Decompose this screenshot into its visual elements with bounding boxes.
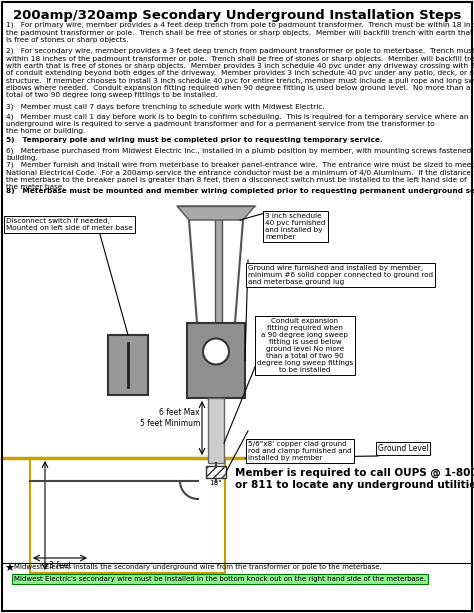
Text: ★: ★ — [4, 564, 14, 574]
Text: 2)   For secondary wire, member provides a 3 feet deep trench from padmount tran: 2) For secondary wire, member provides a… — [6, 48, 474, 98]
Bar — [215, 210, 222, 458]
Bar — [108, 335, 148, 395]
Circle shape — [203, 338, 229, 365]
Text: 3 inch schedule
40 pvc furnished
and installed by
member: 3 inch schedule 40 pvc furnished and ins… — [265, 213, 326, 240]
Text: 3 feet: 3 feet — [49, 561, 71, 570]
Text: Ground Level: Ground Level — [378, 444, 429, 453]
Text: Midwest Electric installs the secondary underground wire from the transformer or: Midwest Electric installs the secondary … — [14, 564, 382, 570]
Text: Conduit expansion
fitting required when
a 90 degree long sweep
fitting is used b: Conduit expansion fitting required when … — [257, 318, 353, 373]
Text: 200amp/320amp Secondary Underground Installation Steps: 200amp/320amp Secondary Underground Inst… — [13, 9, 461, 22]
Text: 5/6"x8' copper clad ground
rod and clamp furnished and
installed by member: 5/6"x8' copper clad ground rod and clamp… — [248, 441, 352, 461]
Text: 6 feet Max
5 feet Minimum: 6 feet Max 5 feet Minimum — [140, 408, 200, 428]
Text: 8)   Meterbase must be mounted and member wiring completed prior to requesting p: 8) Meterbase must be mounted and member … — [6, 188, 474, 194]
Text: Midwest Electric's secondary wire must be installed in the bottom knock out on t: Midwest Electric's secondary wire must b… — [14, 576, 426, 582]
Text: 4)   Member must call 1 day before work is to begin to confirm scheduling.  This: 4) Member must call 1 day before work is… — [6, 113, 468, 134]
Bar — [30, 458, 225, 573]
Bar — [208, 398, 224, 463]
Polygon shape — [177, 206, 255, 220]
Text: 18": 18" — [210, 480, 222, 486]
Bar — [206, 466, 226, 478]
Text: 6)   Meterbase purchased from Midwest Electric Inc., installed in a plumb positi: 6) Meterbase purchased from Midwest Elec… — [6, 147, 474, 161]
Bar — [187, 323, 245, 398]
Text: Disconnect switch if needed,
Mounted on left side of meter base: Disconnect switch if needed, Mounted on … — [6, 218, 133, 231]
Text: Ground wire furnished and installed by member,
minimum #6 solid copper connected: Ground wire furnished and installed by m… — [248, 265, 433, 285]
Text: 3)   Member must call 7 days before trenching to schedule work with Midwest Elec: 3) Member must call 7 days before trench… — [6, 104, 325, 110]
Text: 5)   Temporary pole and wiring must be completed prior to requesting temporary s: 5) Temporary pole and wiring must be com… — [6, 137, 383, 143]
Text: 1)   For primary wire, member provides a 4 feet deep trench from pole to padmoun: 1) For primary wire, member provides a 4… — [6, 22, 474, 43]
Text: Member is required to call OUPS @ 1-800-362-2764
or 811 to locate any undergroun: Member is required to call OUPS @ 1-800-… — [235, 468, 474, 490]
Text: 7)   Member furnish and install wire from meterbase to breaker panel-entrance wi: 7) Member furnish and install wire from … — [6, 162, 474, 190]
